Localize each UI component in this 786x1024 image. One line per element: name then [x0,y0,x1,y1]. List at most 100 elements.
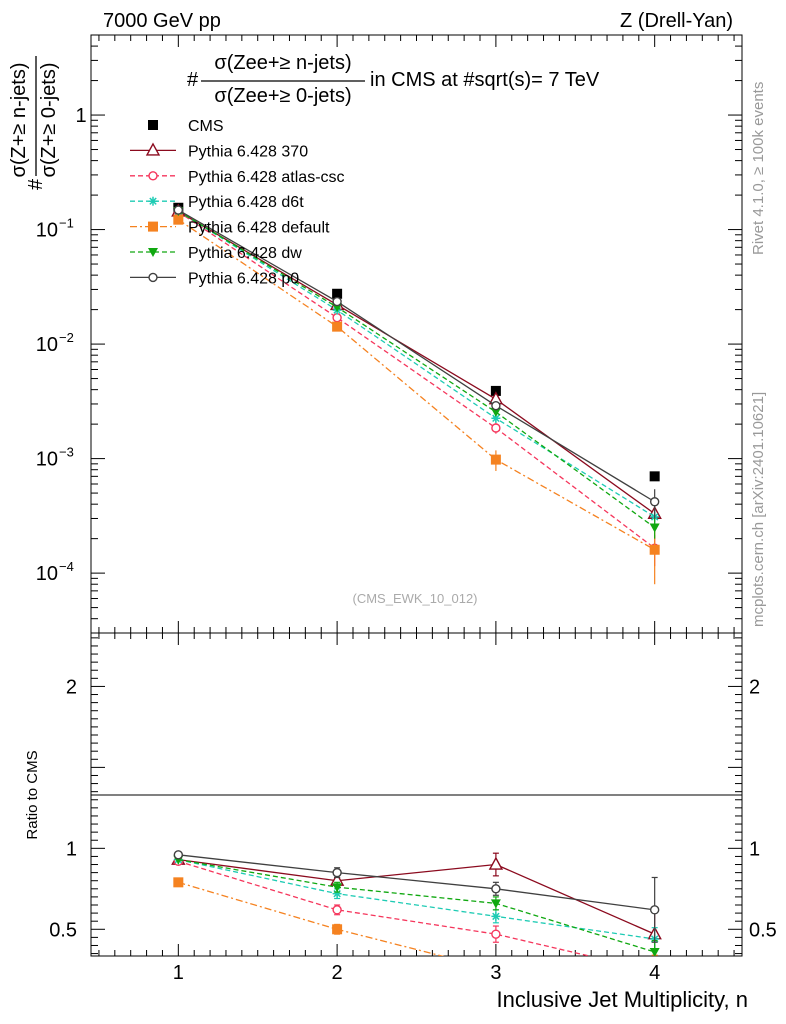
y-tick-exponent: −3 [59,445,74,460]
ratio-point-default [332,924,343,935]
ratio-line-p0 [178,854,655,911]
y-tick-label: 10 [36,334,58,356]
ratio-point-p0 [332,867,342,878]
ratio-point-atlas [332,905,342,915]
main-axes: 110−110−210−310−4 [36,34,742,634]
legend-marker-d6t [148,196,158,206]
data-point-dw [649,523,660,533]
mcplots-label: mcplots.cern.ch [arXiv:2401.10621] [750,392,767,627]
legend-entry-atlas: Pythia 6.428 atlas-csc [130,169,345,186]
title-suffix: in CMS at #sqrt(s)= 7 TeV [370,69,600,91]
data-point-default [490,454,501,465]
title-denominator: σ(Zee+≥ 0-jets) [214,85,351,107]
ratio-series-p370 [171,851,662,956]
legend-label-d6t: Pythia 6.428 d6t [188,194,304,211]
legend-label-atlas: Pythia 6.428 atlas-csc [188,169,345,186]
x-tick-label: 4 [649,962,660,984]
legend-entry-p370: Pythia 6.428 370 [130,142,308,160]
ratio-y-tick-label: 1 [66,838,77,860]
ratio-y-tick-label: 0.5 [749,919,777,941]
legend-entry-p0: Pythia 6.428 p0 [130,270,299,287]
rivet-label: Rivet 4.1.0, ≥ 100k events [750,82,767,255]
ratio-y-tick-label: 0.5 [49,919,77,941]
legend-marker-p0 [148,272,158,283]
legend-entry-default: Pythia 6.428 default [130,220,330,237]
ratio-line-atlas [178,860,592,956]
star-stroke [492,912,500,921]
title-numerator: σ(Zee+≥ n-jets) [214,52,351,74]
ratio-series-dw [173,855,660,956]
chart-title: # σ(Zee+≥ n-jets) σ(Zee+≥ 0-jets) in CMS… [187,52,600,107]
data-point-default [173,214,184,225]
ratio-series [171,850,662,956]
legend-entry-dw: Pythia 6.428 dw [130,245,302,262]
data-point-atlas [332,312,342,323]
ratio-line-dw [178,859,655,953]
ratio-y-tick-label: 1 [749,838,760,860]
data-point-p0 [332,296,342,307]
y-tick-exponent: −4 [59,559,74,574]
ratio-series-atlas [173,856,592,956]
x-tick-label: 1 [173,962,184,984]
data-point-default [332,321,343,332]
main-series [171,202,662,585]
legend-marker-default [148,221,158,232]
ratio-point-p0 [491,884,501,894]
y-tick-exponent: −2 [59,330,74,345]
data-point-dw [490,408,501,418]
data-point-p0 [649,497,660,507]
process-label: Z (Drell-Yan) [620,10,733,32]
star-stroke [492,414,500,423]
ratio-point-atlas [491,929,501,939]
x-axis-label: Inclusive Jet Multiplicity, n [497,987,748,1012]
title-prefix: # [187,69,199,91]
series-line-dw [177,210,656,529]
ylabel-prefix: # [25,178,47,190]
ratio-point-p370 [488,856,504,870]
main-y-label: # σ(Z+≥ n-jets) σ(Z+≥ 0-jets) [8,56,60,190]
ratio-point-p0 [173,850,184,860]
legend-label-p0: Pythia 6.428 p0 [188,270,299,287]
ratio-point-dw [332,883,343,893]
ratio-y-tick-label: 2 [749,676,760,698]
y-tick-label: 1 [75,105,86,127]
ratio-axes: 1 2 3 4 2 2 1 1 0.5 0.5 [49,633,777,984]
series-line-d6t [177,210,656,518]
legend-marker-dw [148,248,158,257]
ylabel-numerator: σ(Z+≥ n-jets) [8,63,30,178]
main-series-default [173,214,660,585]
y-tick-label: 10 [36,449,58,471]
legend-label-default: Pythia 6.428 default [188,220,330,237]
ratio-series-p0 [173,850,660,943]
ratio-series-default [173,877,658,956]
legend-entry-cms: CMS [148,118,224,135]
data-point-atlas [491,423,501,433]
ratio-point-d6t [491,911,501,921]
series-line-p370 [177,210,656,515]
ratio-y-label: Ratio to CMS [24,750,41,839]
y-tick-label: 10 [36,220,58,242]
main-series-p0 [173,205,660,519]
ratio-point-p0 [649,905,660,915]
legend-label-dw: Pythia 6.428 dw [188,245,302,262]
ratio-point-dw [490,899,501,909]
data-point-cms [490,385,501,396]
series-line-default [177,219,655,551]
energy-label: 7000 GeV pp [103,10,221,32]
ratio-line-p370 [178,859,655,935]
legend-marker-atlas [148,171,158,181]
ratio-y-tick-label: 2 [66,676,77,698]
series-line-atlas [177,211,656,549]
analysis-watermark: (CMS_EWK_10_012) [353,591,478,606]
legend-entry-d6t: Pythia 6.428 d6t [130,194,304,211]
series-line-p0 [178,209,656,503]
y-tick-label: 10 [36,563,58,585]
data-point-p0 [491,400,501,411]
legend-marker-cms [148,120,158,130]
data-point-cms [649,471,660,482]
ratio-point-default [173,877,184,888]
data-point-cms [332,288,343,299]
legend-label-p370: Pythia 6.428 370 [188,143,308,160]
legend-marker-p370 [145,142,161,156]
